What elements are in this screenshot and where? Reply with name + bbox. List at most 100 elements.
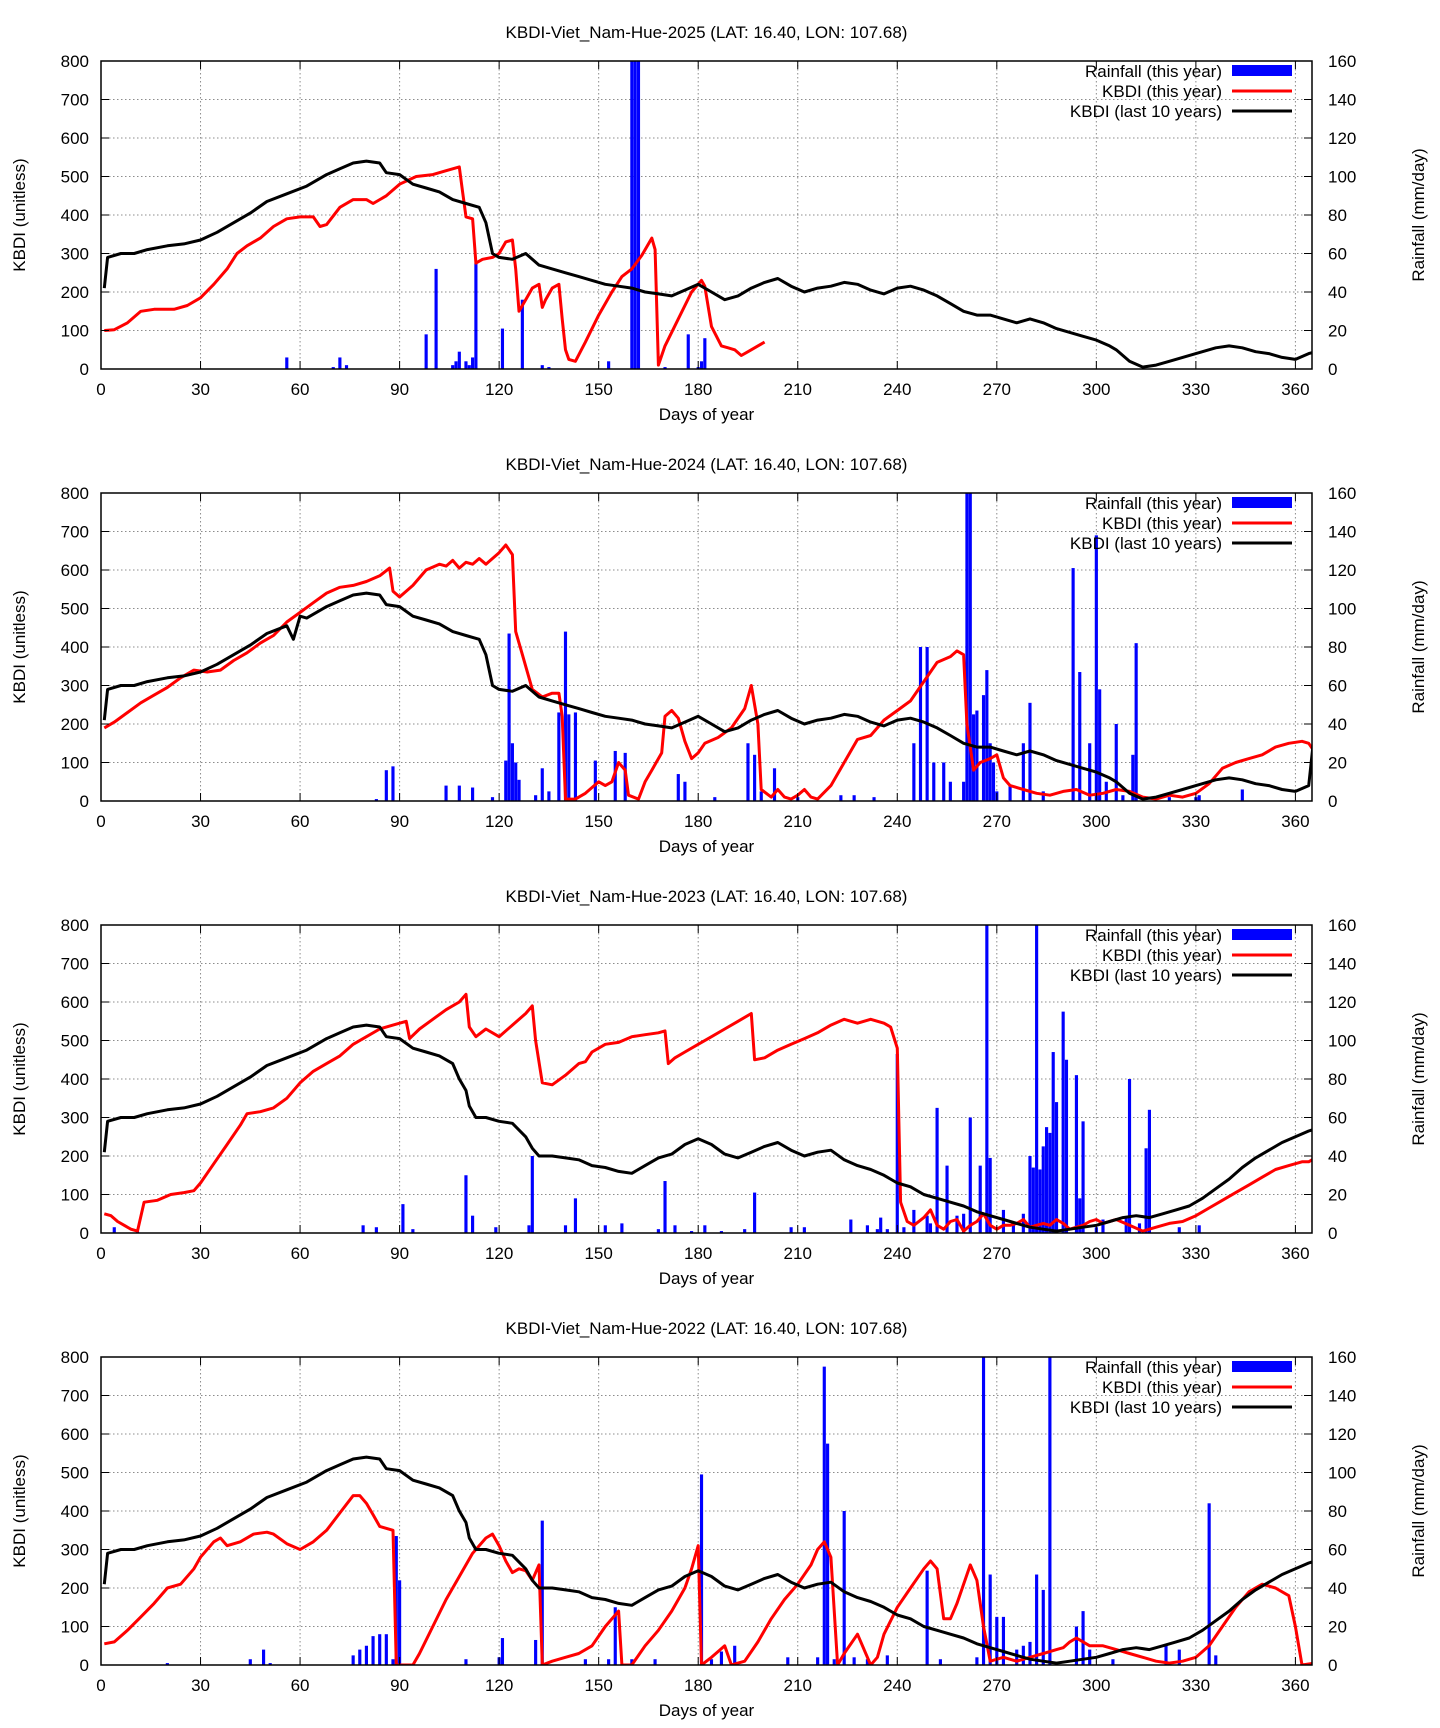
x-tick-label: 180: [684, 812, 712, 831]
rainfall-bar: [520, 299, 524, 369]
x-tick-label: 150: [584, 1676, 612, 1695]
rainfall-bar: [1021, 1213, 1025, 1233]
rainfall-bar: [344, 365, 349, 369]
rainfall-bar: [663, 1181, 667, 1233]
y-tick-label: 600: [61, 993, 89, 1012]
x-tick-label: 120: [485, 1676, 513, 1695]
rainfall-bar: [500, 328, 505, 369]
x-tick-label: 180: [684, 1676, 712, 1695]
legend: Rainfall (this year)KBDI (this year)KBDI…: [1070, 1358, 1292, 1417]
rainfall-bar: [895, 1053, 899, 1233]
y2-tick-label: 20: [1328, 322, 1347, 341]
y-tick-label: 0: [80, 792, 89, 811]
rainfall-bar: [689, 1231, 694, 1233]
rainfall-bar: [1144, 1148, 1148, 1233]
rainfall-bar: [826, 1443, 830, 1665]
y2-tick-label: 0: [1328, 792, 1337, 811]
rainfall-bar: [743, 1229, 747, 1233]
x-axis: 0 30 60 90 120 150 180 210 240 270 300 330 360: [96, 1357, 1310, 1695]
rainfall-bar: [962, 1213, 966, 1233]
y-tick-label: 200: [61, 715, 89, 734]
y-axis-left: 0 100 200 300 400 500 600 700 800: [61, 52, 109, 379]
y2-axis-label: Rainfall (mm/day): [1409, 1012, 1428, 1145]
y2-tick-label: 20: [1328, 754, 1347, 773]
y2-tick-label: 120: [1328, 561, 1356, 580]
rainfall-bar: [985, 925, 989, 1233]
rainfall-bar: [849, 1219, 853, 1233]
rainfall-bar: [686, 334, 690, 369]
rainfall-bar: [1035, 925, 1039, 1233]
x-tick-label: 300: [1082, 1244, 1110, 1263]
rainfall-bar: [713, 797, 717, 801]
y2-tick-label: 160: [1328, 1348, 1356, 1367]
rainfall-bar: [912, 743, 916, 801]
y-tick-label: 800: [61, 916, 89, 935]
y2-tick-label: 160: [1328, 52, 1356, 71]
rainfall-bar: [1041, 1146, 1045, 1233]
rainfall-bar: [540, 365, 544, 369]
x-tick-label: 300: [1082, 1676, 1110, 1695]
rainfall-bar: [1021, 743, 1025, 801]
y-axis-left: 0 100 200 300 400 500 600 700 800: [61, 484, 109, 811]
rainfall-bar: [557, 712, 561, 801]
x-tick-label: 300: [1082, 812, 1110, 831]
rainfall-bar: [1001, 1209, 1006, 1233]
rainfall-bar: [925, 1570, 929, 1665]
y-tick-label: 200: [61, 283, 89, 302]
rainfall-bar: [1064, 1059, 1069, 1233]
legend-label: KBDI (this year): [1102, 82, 1222, 101]
x-tick-label: 60: [291, 812, 310, 831]
rainfall-bar: [374, 1227, 378, 1233]
x-tick-label: 60: [291, 380, 310, 399]
rainfall-bar: [378, 1634, 382, 1665]
rainfall-bar: [988, 743, 992, 801]
x-tick-label: 210: [784, 1244, 812, 1263]
y2-tick-label: 140: [1328, 955, 1356, 974]
rainfall-bar: [746, 743, 750, 801]
y-tick-label: 400: [61, 638, 89, 657]
rainfall-bar: [1131, 754, 1135, 801]
rainfall-bar: [467, 365, 471, 369]
y2-tick-label: 80: [1328, 638, 1347, 657]
y2-tick-label: 0: [1328, 1224, 1337, 1243]
rainfall-bar: [1147, 1109, 1152, 1233]
rainfall-bar: [1028, 1641, 1032, 1665]
rainfall-bar: [1031, 1167, 1035, 1233]
kbdi-last-10-years-line: [102, 1023, 1312, 1233]
y-axis-right: 0 20 40 60 80 100 120 140 160: [1304, 916, 1356, 1243]
x-axis: 0 30 60 90 120 150 180 210 240 270 300 330 360: [96, 493, 1310, 831]
plot-area: [102, 493, 1312, 801]
rainfall-bar: [935, 1107, 939, 1233]
legend-label: KBDI (this year): [1102, 514, 1222, 533]
rainfall-bar: [816, 1657, 820, 1665]
rainfall-bar: [573, 1198, 578, 1233]
rainfall-bar: [351, 1655, 355, 1665]
rainfall-bar: [733, 1645, 737, 1665]
rainfall-bar: [948, 781, 952, 801]
rainfall-bar: [1134, 643, 1138, 801]
rainfall-bar: [1001, 1616, 1006, 1665]
x-tick-label: 120: [485, 1244, 513, 1263]
y-axis-left: 0 100 200 300 400 500 600 700 800: [61, 1348, 109, 1675]
y-axis-right: 0 20 40 60 80 100 120 140 160: [1304, 52, 1356, 379]
x-tick-label: 150: [584, 380, 612, 399]
rainfall-bar: [1167, 797, 1171, 801]
legend-swatch-rainfall: [1232, 929, 1292, 940]
rainfall-bar: [699, 361, 704, 369]
rainfall-bar: [636, 61, 641, 369]
y2-axis-label: Rainfall (mm/day): [1409, 1444, 1428, 1577]
rainfall-bar: [374, 799, 378, 801]
x-tick-label: 60: [291, 1676, 310, 1695]
plot-area: [102, 1357, 1312, 1665]
rainfall-bar: [1051, 1052, 1055, 1233]
y-tick-label: 200: [61, 1147, 89, 1166]
x-tick-label: 90: [390, 380, 409, 399]
rainfall-bar: [1054, 1102, 1059, 1233]
y2-tick-label: 40: [1328, 715, 1347, 734]
rainfall-bar: [464, 1175, 468, 1233]
y2-tick-label: 60: [1328, 1541, 1347, 1560]
rainfall-bar: [1101, 1219, 1105, 1233]
rainfall-bar: [1035, 1574, 1039, 1665]
chart-title: KBDI-Viet_Nam-Hue-2025 (LAT: 16.40, LON:…: [506, 23, 908, 42]
x-axis-label: Days of year: [659, 1269, 755, 1288]
